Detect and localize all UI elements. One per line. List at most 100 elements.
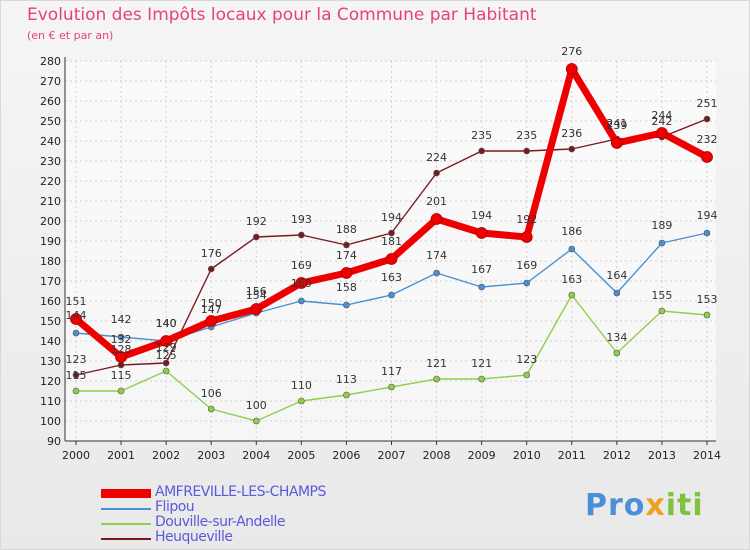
data-label: 132 <box>111 333 132 346</box>
x-tick-label: 2000 <box>62 449 90 462</box>
data-point <box>610 137 623 149</box>
y-tick-label: 180 <box>40 255 61 268</box>
y-tick-label: 270 <box>40 75 61 88</box>
y-tick-label: 130 <box>40 355 61 368</box>
data-point <box>70 313 82 325</box>
legend-label: Douville-sur-Andelle <box>155 514 285 530</box>
data-point <box>343 241 350 249</box>
data-label: 156 <box>246 285 267 298</box>
data-label: 235 <box>471 129 492 142</box>
data-point <box>478 375 485 383</box>
data-label: 128 <box>111 343 132 356</box>
legend-item: Douville-sur-Andelle <box>101 514 421 530</box>
data-label: 115 <box>66 369 87 382</box>
y-tick-label: 240 <box>40 135 61 148</box>
data-label: 251 <box>697 97 718 110</box>
y-tick-label: 90 <box>47 435 61 448</box>
data-point <box>207 265 215 273</box>
data-point <box>72 387 80 395</box>
data-label: 241 <box>606 117 627 130</box>
data-label: 169 <box>516 259 537 272</box>
y-tick-label: 120 <box>40 375 61 388</box>
data-label: 154 <box>246 289 267 302</box>
data-point <box>430 213 443 225</box>
data-label: 140 <box>156 317 177 330</box>
x-tick-label: 2010 <box>513 449 541 462</box>
data-label: 193 <box>291 213 312 226</box>
x-tick-label: 2009 <box>468 449 496 462</box>
legend-item: Flipou <box>101 499 421 515</box>
data-label: 194 <box>381 211 402 224</box>
data-label: 174 <box>336 249 357 262</box>
data-point <box>568 245 576 253</box>
y-tick-label: 170 <box>40 275 61 288</box>
data-point <box>523 279 531 287</box>
data-label: 239 <box>606 119 627 132</box>
data-point <box>250 303 263 315</box>
x-tick-label: 2011 <box>558 449 586 462</box>
data-label: 160 <box>291 277 312 290</box>
data-label: 123 <box>516 353 537 366</box>
y-tick-label: 260 <box>40 95 61 108</box>
data-point <box>565 63 578 75</box>
data-point <box>433 375 440 383</box>
data-point <box>520 231 533 243</box>
data-point <box>343 391 350 399</box>
data-point <box>207 405 215 413</box>
logo-part-2: x <box>645 488 666 523</box>
y-tick-label: 100 <box>40 415 61 428</box>
data-label: 235 <box>516 129 537 142</box>
data-point <box>72 329 80 337</box>
data-label: 129 <box>156 341 177 354</box>
data-label: 167 <box>471 263 492 276</box>
x-tick-label: 2005 <box>287 449 315 462</box>
data-label: 142 <box>111 313 132 326</box>
x-tick-label: 2007 <box>378 449 406 462</box>
data-point <box>703 311 711 319</box>
data-point <box>703 115 711 123</box>
data-point <box>343 301 350 309</box>
data-label: 110 <box>291 379 312 392</box>
data-label: 194 <box>471 209 492 222</box>
y-tick-label: 210 <box>40 195 61 208</box>
data-point <box>433 169 440 177</box>
data-point <box>115 351 127 363</box>
data-point <box>568 145 576 153</box>
data-label: 151 <box>66 295 87 308</box>
data-label: 163 <box>561 273 582 286</box>
data-label: 186 <box>561 225 582 238</box>
x-tick-label: 2013 <box>648 449 676 462</box>
logo-part-1: Pro <box>585 488 646 523</box>
legend-swatch <box>101 538 151 540</box>
data-point <box>701 151 713 163</box>
data-point <box>568 291 576 299</box>
data-label: 163 <box>381 271 402 284</box>
data-point <box>388 291 395 299</box>
y-tick-label: 150 <box>40 315 61 328</box>
x-tick-label: 2014 <box>693 449 721 462</box>
data-label: 153 <box>697 293 718 306</box>
legend-swatch <box>101 489 151 498</box>
data-point <box>388 383 395 391</box>
data-point <box>523 371 531 379</box>
data-point <box>252 417 260 425</box>
data-point <box>388 229 395 237</box>
data-label: 236 <box>561 127 582 140</box>
data-point <box>703 229 711 237</box>
data-label: 201 <box>426 195 447 208</box>
data-point <box>475 227 488 239</box>
data-point <box>162 359 170 367</box>
data-label: 158 <box>336 281 357 294</box>
y-tick-label: 190 <box>40 235 61 248</box>
data-point <box>613 289 621 297</box>
x-tick-label: 2001 <box>107 449 135 462</box>
data-label: 113 <box>336 373 357 386</box>
data-label: 242 <box>651 115 672 128</box>
data-label: 169 <box>291 259 312 272</box>
data-label: 192 <box>516 213 537 226</box>
data-point <box>340 267 353 279</box>
data-label: 121 <box>471 357 492 370</box>
data-label: 188 <box>336 223 357 236</box>
data-label: 100 <box>246 399 267 412</box>
